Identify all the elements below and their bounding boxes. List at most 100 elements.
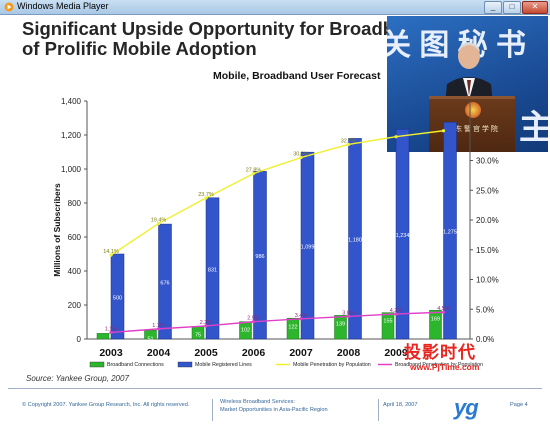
minimize-button[interactable]: _ (484, 1, 502, 14)
legend-label: Broadband Connections (107, 362, 164, 368)
footer-service-line1: Wireless Broadband Services: (220, 399, 295, 405)
line-point (109, 253, 113, 257)
y-tick-label: 1,000 (61, 165, 82, 174)
chart-title: Mobile, Broadband User Forecast (213, 70, 381, 82)
y-tick-label: 1,200 (61, 131, 82, 140)
y-axis-label: Millions of Subscribers (52, 183, 62, 277)
footer-service: Wireless Broadband Services: Market Oppo… (220, 398, 328, 414)
bar-data-label: 1,275 (443, 230, 457, 236)
y-tick-label: 400 (68, 267, 82, 276)
slide-title: Significant Upside Opportunity for Broad… (22, 19, 402, 59)
bar-broadband-connections (286, 318, 300, 340)
media-player-icon (4, 2, 14, 12)
footer-divider (8, 388, 542, 389)
watermark-text: 投影时代 (404, 343, 476, 362)
bar-broadband-connections (239, 321, 252, 340)
x-tick-label: 2009 (384, 347, 408, 359)
footer-copyright: © Copyright 2007. Yankee Group Research,… (22, 402, 190, 408)
line-point (441, 310, 446, 314)
window-controls: _ □ ✕ (484, 1, 548, 14)
legend-label: Mobile Registered Lines (195, 362, 252, 368)
y-tick-label: 800 (68, 199, 82, 208)
y2-tick-label: 20.0% (476, 216, 499, 225)
line-point (346, 314, 351, 318)
line-broadband-penetration (110, 311, 444, 334)
bar-data-label: 1,099 (301, 245, 315, 251)
window-title: Windows Media Player (17, 1, 109, 11)
footer-separator (378, 399, 379, 421)
footer-date: April 18, 2007 (383, 402, 418, 408)
bar-mobile-registered-lines (348, 138, 362, 340)
x-tick-label: 2006 (242, 347, 266, 359)
line-data-label: 27.8% (246, 168, 262, 174)
line-data-label: 14.1% (103, 249, 119, 255)
bar-broadband-connections (144, 330, 157, 340)
line-point (109, 330, 113, 335)
x-tick-label: 2004 (147, 347, 171, 359)
chart-source: Source: Yankee Group, 2007 (26, 374, 129, 383)
y-tick-label: 0 (77, 335, 82, 344)
slide-footer: © Copyright 2007. Yankee Group Research,… (2, 395, 548, 427)
line-data-label: 4.2% (390, 308, 403, 314)
bar-mobile-registered-lines (395, 128, 410, 340)
line-data-label: 2.9% (247, 316, 260, 322)
slide-title-line2: of Prolific Mobile Adoption (22, 38, 257, 59)
video-background-text: 关 图 秘 书 (387, 29, 527, 62)
bar-data-label: 831 (208, 267, 217, 273)
line-point (204, 324, 208, 328)
y-tick-label: 1,400 (61, 97, 82, 106)
bar-data-label: 1,180 (348, 238, 362, 244)
yankee-group-logo: yg (454, 395, 479, 420)
bar-data-label: 51 (147, 336, 153, 342)
bar-broadband-connections (334, 315, 347, 340)
bar-mobile-registered-lines (110, 253, 125, 340)
bar-data-label: 986 (255, 254, 264, 260)
bar-data-label: 1,234 (396, 233, 410, 239)
bar-mobile-registered-lines (443, 122, 457, 340)
line-data-label: 32.7% (341, 138, 357, 144)
legend-swatch (89, 361, 105, 368)
watermark: 投影时代 www.PjTime.com (380, 338, 530, 386)
line-data-label: 1.1% (105, 326, 118, 332)
y-tick-label: 200 (68, 301, 82, 310)
footer-separator (212, 399, 213, 421)
bar-data-label: 155 (383, 319, 392, 325)
line-point (156, 327, 161, 331)
bar-data-label: 122 (288, 324, 297, 330)
presentation-slide: Significant Upside Opportunity for Broad… (2, 16, 548, 427)
y2-tick-label: 25.0% (476, 186, 499, 195)
line-point (156, 221, 161, 226)
legend-label: Mobile Penetration by Population (293, 362, 371, 368)
emblem-icon (465, 102, 481, 118)
line-data-label: 19.4% (151, 218, 167, 224)
maximize-button[interactable]: □ (503, 1, 521, 14)
bar-broadband-connections (429, 310, 442, 340)
close-button[interactable]: ✕ (522, 1, 548, 14)
line-point (346, 142, 351, 147)
line-data-label: 2.2% (200, 320, 213, 326)
bar-mobile-registered-lines (205, 197, 220, 340)
x-tick-label: 2008 (337, 347, 361, 359)
line-point (394, 135, 398, 139)
line-data-label: 30.5% (293, 152, 309, 158)
x-tick-label: 2003 (99, 347, 123, 359)
bar-data-label: 500 (113, 296, 122, 302)
bar-data-label: 102 (241, 328, 250, 334)
slide-title-line1: Significant Upside Opportunity for Broad… (22, 18, 395, 39)
y-tick-label: 600 (68, 233, 82, 242)
line-point (251, 171, 256, 176)
line-data-label: 3.8% (342, 310, 355, 316)
bar-data-label: 169 (431, 316, 440, 322)
line-data-label: 1.7% (152, 323, 165, 329)
footer-service-line2: Market Opportunities in Asia-Pacific Reg… (220, 407, 328, 413)
line-data-label: 23.7% (198, 192, 214, 198)
podium-label: 广 东 警 官 学 院 (446, 126, 498, 133)
bar-data-label: 676 (160, 281, 169, 287)
line-data-label: 4.5% (437, 306, 450, 312)
bar-broadband-connections (381, 312, 395, 340)
bar-data-label: 139 (336, 321, 345, 327)
video-background-text-2: 主 (519, 109, 548, 147)
watermark-url: www.PjTime.com (410, 362, 480, 372)
forecast-chart: 0 200 400 600 800 1,000 1,200 1,400 Millions of … (52, 97, 499, 368)
y2-tick-label: 10.0% (476, 276, 499, 285)
